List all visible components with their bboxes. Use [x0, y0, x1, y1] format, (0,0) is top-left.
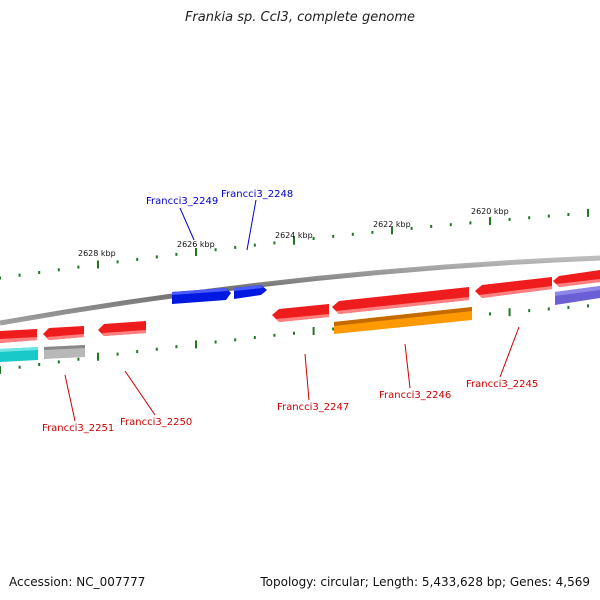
feature-francci3-2248[interactable] [234, 285, 267, 299]
gene-label-francci3-2251[interactable]: Francci3_2251 [42, 423, 114, 434]
feature-purple-right[interactable] [555, 286, 600, 305]
feature-francci3-2247[interactable] [272, 304, 329, 322]
genome-title: Frankia sp. CcI3, complete genome [184, 10, 416, 25]
tick-label-2626: 2626 kbp [177, 240, 215, 249]
leader-2248 [246, 199, 257, 251]
gene-label-francci3-2248[interactable]: Francci3_2248 [221, 189, 293, 200]
leader-2246 [404, 343, 411, 389]
gene-label-francci3-2249[interactable]: Francci3_2249 [146, 196, 218, 207]
genome-summary-text: Topology: circular; Length: 5,433,628 bp… [260, 575, 590, 589]
genome-backbone [0, 255, 600, 326]
feature-francci3-2251[interactable] [0, 329, 37, 343]
outer-tick-marks [0, 208, 589, 280]
leader-2250 [124, 370, 156, 416]
feature-francci3-2245[interactable] [475, 277, 552, 298]
feature-francci3-2250[interactable] [98, 321, 146, 336]
leader-2251 [64, 374, 76, 422]
gene-label-francci3-2247[interactable]: Francci3_2247 [277, 402, 349, 413]
tick-label-2628: 2628 kbp [78, 249, 116, 258]
feature-orange[interactable] [334, 307, 472, 334]
leader-2247 [304, 353, 310, 401]
feature-grey[interactable] [44, 345, 85, 359]
gene-label-francci3-2245[interactable]: Francci3_2245 [466, 379, 538, 390]
gene-label-francci3-2246[interactable]: Francci3_2246 [379, 390, 451, 401]
leader-2249 [179, 207, 195, 241]
feature-red-right[interactable] [553, 270, 600, 287]
feature-red-2251b[interactable] [43, 326, 84, 340]
tick-label-2624: 2624 kbp [275, 231, 313, 240]
feature-francci3-2246[interactable] [332, 287, 469, 314]
tick-label-2622: 2622 kbp [373, 220, 411, 229]
feature-cyan[interactable] [0, 347, 38, 362]
accession-text: Accession: NC_007777 [9, 575, 146, 589]
feature-francci3-2249[interactable] [172, 288, 231, 304]
leader-2245 [499, 326, 520, 378]
gene-label-francci3-2250[interactable]: Francci3_2250 [120, 417, 192, 428]
tick-label-2620: 2620 kbp [471, 207, 509, 216]
